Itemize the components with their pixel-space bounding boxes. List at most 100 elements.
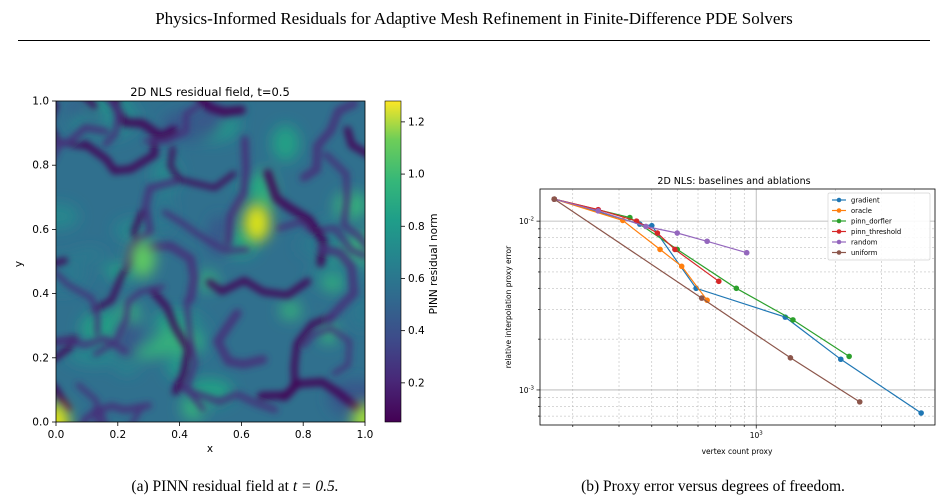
legend-marker-random: [836, 239, 842, 245]
heatmap-track: [301, 325, 353, 377]
heatmap-x-ticks: 0.0 0.2 0.4 0.6 0.8 1.0: [48, 422, 373, 441]
heatmap-track: [148, 286, 192, 396]
heatmap-hotspot: [243, 203, 270, 242]
legend-label-pinn_dorfler: pinn_dorfler: [851, 218, 892, 226]
point-random: [643, 223, 649, 230]
heatmap-hotspot: [56, 403, 69, 422]
heatmap-tracks: [56, 101, 365, 422]
heatmap-blob: [322, 274, 343, 293]
heatmap-field: [56, 101, 365, 422]
heatmap-x-tick-label: 0.4: [171, 429, 188, 441]
colorbar: [384, 100, 402, 423]
legend-label-oracle: oracle: [851, 207, 872, 215]
point-random: [674, 230, 681, 236]
heatmap-x-tick-label: 0.6: [233, 429, 250, 441]
heatmap-track: [223, 135, 250, 247]
heatmap-track: [56, 123, 110, 147]
heatmap-blob: [279, 300, 302, 321]
colorbar-label: PINN residual norm: [428, 214, 440, 315]
figure-a-heatmap: 2D NLS residual field, t=0.5 0.0 0.2 0.4 0.…: [0, 78, 470, 458]
legend-label-random: random: [851, 239, 878, 247]
heatmap-y-tick-label: 1.0: [32, 96, 49, 108]
point-pinn_threshold: [715, 278, 722, 285]
heatmap-track: [316, 244, 359, 324]
y-tick-label: 10-2: [519, 217, 534, 227]
legend-marker-pinn_dorfler: [836, 218, 842, 224]
heatmap-track: [322, 151, 365, 250]
point-uniform: [698, 295, 705, 301]
series-line-pinn_dorfler: [554, 198, 850, 357]
heatmap-track: [123, 177, 180, 269]
heatmap-track: [167, 146, 237, 191]
colorbar-tick-label: 0.4: [408, 325, 425, 337]
colorbar-tick-label: 1.2: [408, 116, 425, 128]
point-random: [743, 249, 750, 256]
heatmap-track: [205, 276, 312, 299]
heatmap-blob: [56, 203, 80, 230]
point-random: [595, 208, 602, 214]
heatmap-track: [183, 297, 206, 412]
caption-a: (a) PINN residual field at t = 0.5.: [0, 478, 470, 496]
heatmap-track: [212, 308, 268, 369]
heatmap-y-tick-label: 0.2: [32, 352, 49, 364]
point-pinn_dorfler: [733, 285, 740, 292]
point-gradient: [837, 356, 844, 363]
y-tick-label: 10-3: [519, 385, 535, 395]
colorbar-ticks: 0.2 0.4 0.6 0.8 1.0 1.2: [401, 116, 425, 389]
line-chart-svg: 2D NLS: baselines and ablations 10310-31…: [504, 176, 936, 456]
heatmap-x-tick-label: 0.8: [295, 429, 312, 441]
heatmap-y-label: y: [13, 261, 25, 267]
heatmap-track: [343, 126, 365, 157]
figure-b-line-chart: 2D NLS: baselines and ablations 103 10-3 1…: [478, 160, 948, 460]
line-chart-grid: [540, 189, 935, 425]
series-line-random: [554, 198, 747, 254]
colorbar-tick-label: 0.2: [408, 377, 425, 389]
point-gradient: [918, 410, 924, 416]
heatmap-track: [173, 382, 279, 413]
heatmap-track: [81, 136, 159, 175]
heatmap-svg: 2D NLS residual field, t=0.5 0.0 0.2 0.4 0.…: [13, 85, 440, 455]
caption-b: (b) Proxy error versus degrees of freedo…: [581, 478, 845, 495]
point-uniform: [856, 399, 863, 405]
legend-box: [827, 192, 931, 261]
heatmap-track: [257, 377, 362, 413]
heatmap-y-tick-label: 0.0: [32, 417, 49, 429]
heatmap-y-tick-label: 0.6: [32, 224, 49, 236]
heatmap-track: [161, 209, 250, 254]
heatmap-blob: [319, 320, 338, 345]
heatmap-hotspots: [56, 203, 365, 422]
heatmap-track: [263, 168, 328, 268]
heatmap-blob: [271, 125, 300, 162]
line-chart-ticks: 103 10-3 10-2: [519, 217, 915, 441]
running-head: Physics-Informed Residuals for Adaptive …: [155, 9, 793, 28]
caption-a-text: (a) PINN residual field at: [131, 478, 289, 495]
point-uniform: [551, 196, 558, 202]
heatmap-blob: [350, 295, 365, 330]
heatmap-x-tick-label: 0.0: [48, 429, 65, 441]
legend-marker-gradient: [836, 197, 842, 203]
series-line-uniform: [553, 198, 861, 403]
heatmap-track: [299, 101, 359, 182]
legend-label-uniform: uniform: [851, 249, 878, 257]
x-tick-label: 103: [750, 431, 764, 441]
heatmap-y-tick-label: 0.4: [32, 288, 49, 300]
heatmap-track: [102, 101, 122, 148]
heatmap-blob: [72, 248, 107, 261]
point-uniform: [787, 355, 794, 361]
legend-marker-oracle: [836, 208, 842, 213]
series-line-pinn_threshold: [554, 198, 720, 282]
line-chart-title: 2D NLS: baselines and ablations: [657, 176, 810, 187]
legend-label-pinn_threshold: pinn_threshold: [851, 228, 901, 236]
heatmap-y-ticks: 0.0 0.2 0.4 0.6 0.8 1.0: [32, 96, 56, 429]
heatmap-hotspot: [129, 239, 156, 278]
heatmap-track: [275, 217, 365, 260]
heatmap-track: [56, 139, 64, 159]
heatmap-track: [75, 382, 143, 422]
line-chart-series: [551, 196, 924, 416]
heatmap-x-label: x: [207, 443, 213, 455]
heatmap-frame: [55, 100, 366, 423]
heatmap-track: [197, 101, 246, 117]
line-chart-x-label: vertex count proxy: [702, 447, 773, 456]
legend-marker-pinn_threshold: [836, 229, 842, 234]
heatmap-track: [56, 269, 101, 337]
